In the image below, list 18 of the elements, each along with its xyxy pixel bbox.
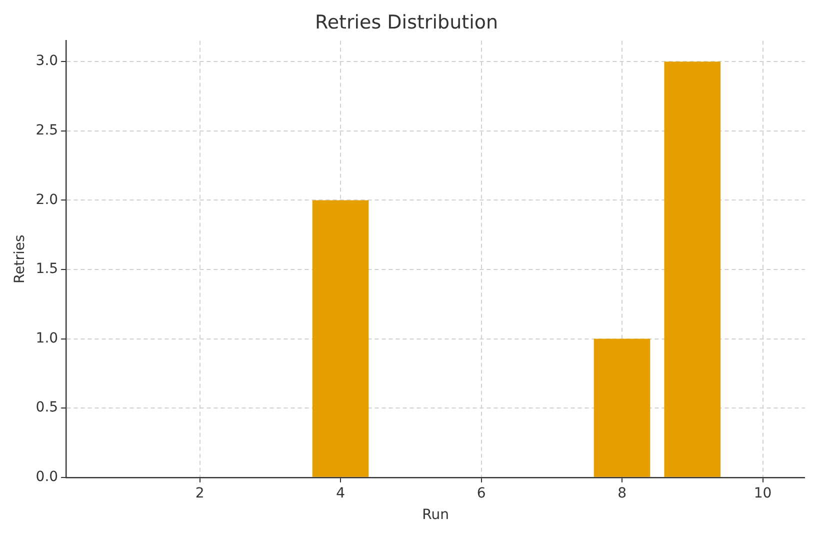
y-tick-label: 2.0 (36, 192, 58, 208)
bar (312, 200, 369, 477)
x-tick-label: 2 (195, 485, 204, 502)
x-tick-label: 8 (618, 485, 626, 502)
y-tick-label: 1.5 (36, 261, 58, 278)
y-tick-label: 0.0 (36, 469, 58, 486)
y-tick-label: 0.5 (36, 400, 58, 416)
x-axis-title: Run (422, 507, 449, 524)
chart-title: Retries Distribution (314, 11, 498, 34)
x-tick-label: 10 (754, 485, 772, 502)
y-tick-label: 1.0 (36, 330, 58, 346)
bar (664, 62, 721, 477)
y-tick-label: 3.0 (36, 53, 58, 70)
bar (594, 338, 650, 477)
y-tick-label: 2.5 (36, 122, 58, 139)
y-axis-title: Retries (12, 234, 28, 284)
x-tick-label: 6 (476, 485, 486, 502)
x-tick-label: 4 (336, 485, 346, 502)
